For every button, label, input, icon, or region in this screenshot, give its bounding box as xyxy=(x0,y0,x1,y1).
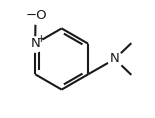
Text: N: N xyxy=(30,37,40,50)
Text: N: N xyxy=(110,53,120,65)
Text: −O: −O xyxy=(26,9,48,22)
Text: +: + xyxy=(37,34,46,44)
